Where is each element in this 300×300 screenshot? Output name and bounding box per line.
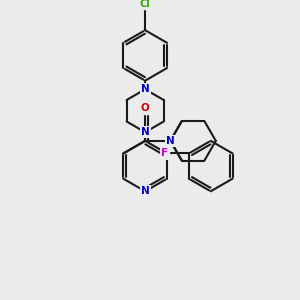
Text: O: O (141, 103, 149, 113)
Text: Cl: Cl (140, 0, 151, 9)
Text: N: N (141, 127, 149, 137)
Text: N: N (166, 136, 175, 146)
Text: N: N (141, 186, 149, 196)
Text: F: F (161, 148, 168, 158)
Text: N: N (166, 136, 175, 146)
Text: N: N (141, 84, 149, 94)
